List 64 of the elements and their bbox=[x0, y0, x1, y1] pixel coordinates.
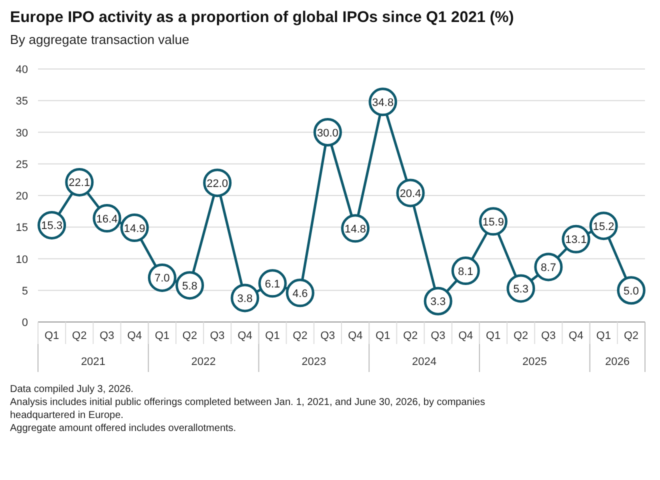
data-label: 6.1 bbox=[264, 278, 280, 290]
data-label: 30.0 bbox=[316, 127, 338, 140]
data-label: 5.3 bbox=[513, 283, 528, 296]
x-tick-label: Q4 bbox=[348, 330, 363, 342]
data-label: 20.4 bbox=[400, 188, 422, 200]
x-tick-label: Q3 bbox=[541, 330, 556, 342]
y-tick-label: 10 bbox=[16, 254, 28, 266]
text: 2021 bbox=[80, 356, 106, 368]
y-tick-label: 15 bbox=[16, 222, 28, 234]
chart-title: Europe IPO activity as a proportion of global IPOs since Q1 2021 (%) bbox=[10, 9, 514, 26]
y-tick-label: 20 bbox=[16, 190, 28, 202]
x-tick-label: Q1 bbox=[376, 330, 390, 342]
data-label: 4.6 bbox=[292, 288, 308, 300]
text: 2024 bbox=[412, 356, 437, 368]
data-label: 34.8 bbox=[372, 96, 394, 109]
data-label: 15.3 bbox=[41, 220, 63, 232]
x-tick-label: Q1 bbox=[265, 330, 280, 342]
chart-subtitle: By aggregate transaction value bbox=[10, 32, 190, 47]
x-tick-label: Q4 bbox=[238, 330, 252, 342]
y-tick-label: 0 bbox=[22, 317, 28, 329]
data-label: 15.9 bbox=[482, 216, 504, 228]
data-label: 7.0 bbox=[154, 272, 170, 285]
data-label: 3.8 bbox=[237, 292, 253, 305]
text: 2026 bbox=[605, 356, 630, 368]
x-tick-label: Q3 bbox=[430, 330, 446, 342]
x-tick-label: Q2 bbox=[624, 330, 639, 342]
data-label: 22.0 bbox=[206, 178, 228, 190]
y-tick-label: 5 bbox=[22, 285, 28, 298]
data-label: 15.2 bbox=[592, 220, 614, 233]
y-tick-label: 30 bbox=[16, 127, 28, 140]
text: 2022 bbox=[191, 356, 216, 368]
x-tick-label: Q4 bbox=[127, 330, 142, 342]
x-tick-label: Q2 bbox=[182, 330, 198, 342]
x-tick-label: Q4 bbox=[568, 330, 584, 342]
x-tick-label: Q2 bbox=[513, 330, 528, 342]
text: 2023 bbox=[302, 356, 326, 368]
data-label: 5.8 bbox=[182, 280, 198, 292]
data-label: 22.1 bbox=[68, 177, 90, 190]
data-label: 14.8 bbox=[344, 223, 366, 236]
text: Data compiled July 3, 2026. bbox=[10, 384, 134, 395]
x-tick-label: Q3 bbox=[210, 330, 225, 342]
y-tick-label: 40 bbox=[16, 64, 28, 76]
data-label: 16.4 bbox=[96, 213, 118, 226]
data-label: 13.1 bbox=[565, 234, 587, 246]
x-tick-label: Q3 bbox=[320, 330, 336, 342]
x-tick-label: Q2 bbox=[403, 330, 418, 342]
x-tick-label: Q2 bbox=[292, 330, 308, 342]
data-label: 3.3 bbox=[430, 296, 446, 308]
x-tick-label: Q1 bbox=[486, 330, 501, 342]
data-label: 14.9 bbox=[124, 222, 146, 235]
x-tick-label: Q1 bbox=[44, 330, 60, 342]
data-label: 8.1 bbox=[458, 266, 474, 278]
x-tick-label: Q2 bbox=[72, 330, 87, 342]
data-label: 8.7 bbox=[540, 262, 556, 274]
y-tick-label: 25 bbox=[16, 158, 28, 171]
x-tick-label: Q1 bbox=[154, 330, 170, 342]
x-tick-label: Q4 bbox=[458, 330, 474, 342]
text: Aggregate amount offered includes overallotments. bbox=[10, 423, 236, 434]
y-tick-label: 35 bbox=[16, 96, 28, 108]
text: Analysis includes initial public offerings completed between Jan. 1, 2021, and June 30, 2026, by companies headquartered in Europe. bbox=[10, 397, 486, 421]
x-tick-label: Q3 bbox=[100, 330, 114, 342]
data-label: 5.0 bbox=[624, 285, 639, 298]
text: 2025 bbox=[522, 356, 547, 368]
x-tick-label: Q1 bbox=[596, 330, 611, 342]
